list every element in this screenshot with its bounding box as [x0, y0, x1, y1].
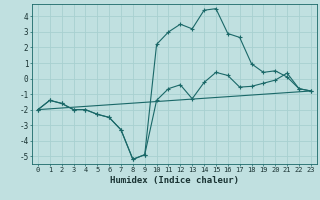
X-axis label: Humidex (Indice chaleur): Humidex (Indice chaleur) [110, 176, 239, 185]
